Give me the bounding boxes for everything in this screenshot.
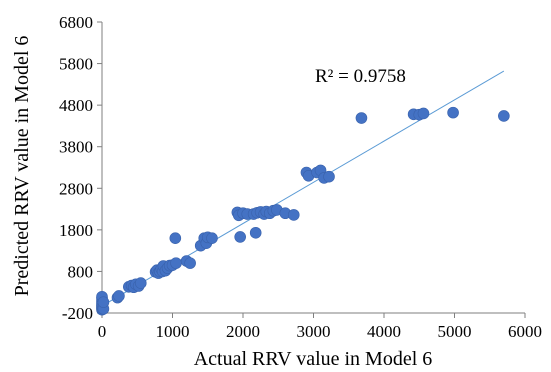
data-point — [417, 107, 430, 120]
x-tick-label: 6000 — [508, 322, 542, 341]
data-point — [170, 257, 182, 269]
y-tick-label: 1800 — [59, 221, 93, 240]
x-tick-label: 0 — [98, 322, 107, 341]
data-point — [355, 112, 368, 124]
data-point — [113, 290, 125, 302]
x-axis-title: Actual RRV value in Model 6 — [194, 348, 433, 370]
data-point — [447, 106, 459, 119]
x-tick-label: 4000 — [367, 322, 401, 341]
y-tick-label: 6800 — [59, 13, 93, 32]
y-tick-label: -200 — [62, 304, 93, 323]
y-tick-label: 4800 — [59, 96, 93, 115]
y-tick-label: 800 — [68, 262, 94, 281]
data-point — [206, 232, 218, 244]
data-point — [234, 231, 246, 243]
data-point — [97, 296, 110, 308]
plot-area: -200 800 1800 2800 3800 4800 5800 6800 0 1000 2000… — [59, 13, 542, 341]
y-tick-label: 2800 — [59, 179, 93, 198]
x-tick-label: 3000 — [297, 322, 331, 341]
y-tick-label: 3800 — [59, 138, 93, 157]
data-point — [249, 226, 262, 239]
y-axis-title: Predicted RRV value in Model 6 — [11, 36, 33, 297]
data-point — [134, 277, 147, 289]
y-tick-label: 5800 — [59, 55, 93, 74]
data-point — [498, 110, 510, 122]
x-tick-label: 2000 — [226, 322, 260, 341]
r-squared-annotation: R² = 0.9758 — [315, 66, 406, 87]
data-point — [184, 257, 196, 269]
data-point — [287, 209, 300, 221]
x-tick-label: 5000 — [438, 322, 472, 341]
data-point — [169, 232, 182, 244]
x-tick-label: 1000 — [156, 322, 190, 341]
data-point — [323, 170, 335, 183]
